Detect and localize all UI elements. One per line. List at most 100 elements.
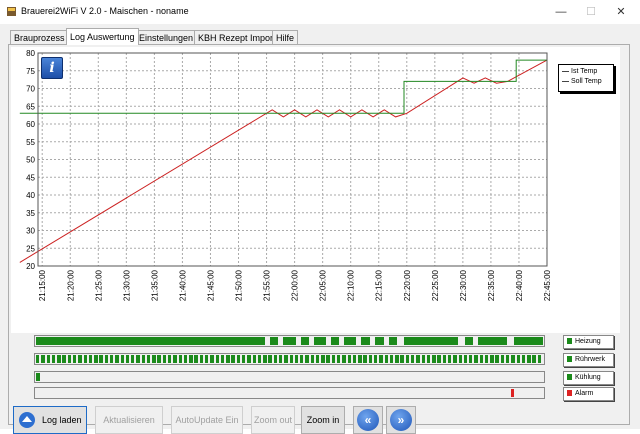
status-segment (389, 355, 394, 363)
soll-temp-line (19, 59, 547, 114)
x-tick-label: 21:35:00 (150, 269, 159, 301)
minimize-button[interactable]: — (555, 6, 567, 18)
app-icon (7, 7, 16, 16)
status-segment (474, 355, 478, 363)
status-segment (484, 355, 489, 363)
forward-button[interactable]: » (386, 406, 416, 434)
info-button[interactable]: i (41, 57, 63, 79)
zoom-in-button[interactable]: Zoom in (301, 406, 345, 434)
status-segment (36, 355, 40, 363)
y-tick-label: 80 (26, 49, 35, 58)
status-segment (463, 355, 468, 363)
y-tick-label: 55 (26, 138, 35, 147)
status-segment (300, 355, 304, 363)
status-segment (120, 355, 124, 363)
x-tick-label: 22:00:00 (291, 269, 300, 301)
status-segment (115, 355, 119, 363)
status-segment (36, 337, 266, 345)
alarm-indicator (567, 390, 572, 396)
tab-kbh-rezept-import[interactable]: KBH Rezept Import (194, 30, 280, 45)
log-laden-button[interactable]: Log laden (13, 406, 87, 434)
status-segment (403, 337, 458, 345)
close-button[interactable]: ✕ (616, 6, 626, 18)
status-segment (400, 355, 404, 363)
status-segment (88, 355, 93, 363)
status-segment (263, 355, 267, 363)
status-segment (62, 355, 66, 363)
aktualisieren-button[interactable]: Aktualisieren (95, 406, 163, 434)
autoupdate-button[interactable]: AutoUpdate Ein (171, 406, 243, 434)
status-segment (152, 355, 156, 363)
status-segment (437, 355, 441, 363)
legend-swatch (562, 80, 569, 82)
status-segment (231, 355, 235, 363)
status-segment (284, 355, 288, 363)
title-bar: Brauerei2WiFi V 2.0 - Maischen - noname … (0, 0, 640, 24)
status-segment (194, 355, 198, 363)
status-segment (516, 355, 521, 363)
status-segment (416, 355, 420, 363)
open-log-icon (19, 412, 35, 428)
status-segment (511, 389, 515, 397)
tab-brauprozess[interactable]: Brauprozess (10, 30, 69, 45)
y-tick-label: 65 (26, 102, 35, 111)
status-segment (458, 355, 462, 363)
status-segment (374, 355, 378, 363)
status-segment (51, 355, 56, 363)
tab-einstellungen[interactable]: Einstellungen (135, 30, 198, 45)
status-segment (270, 337, 279, 345)
status-segment (215, 355, 219, 363)
heizung-bar (34, 335, 545, 347)
status-segment (358, 355, 362, 363)
status-segment (388, 337, 397, 345)
status-segment (257, 355, 262, 363)
x-tick-label: 21:15:00 (38, 269, 47, 301)
status-segment (410, 355, 415, 363)
y-tick-label: 25 (26, 244, 35, 253)
status-segment (532, 355, 536, 363)
status-segment (326, 355, 330, 363)
status-segment (241, 355, 246, 363)
status-segment (268, 355, 272, 363)
tab-log-auswertung[interactable]: Log Auswertung (66, 28, 139, 45)
y-tick-labels: 20 25 30 35 40 45 50 55 60 65 70 75 80 (26, 49, 35, 271)
x-tick-label: 21:45:00 (206, 269, 215, 301)
status-segment (210, 355, 214, 363)
x-tick-label: 22:45:00 (543, 269, 552, 301)
ruehrwerk-status: Rührwerk (563, 353, 614, 367)
legend-item-soll: Soll Temp (562, 77, 602, 87)
status-segment (294, 355, 299, 363)
status-segment (46, 355, 50, 363)
status-segment (478, 337, 508, 345)
status-segment (506, 355, 510, 363)
plot-frame (37, 52, 548, 267)
x-tick-label: 22:35:00 (487, 269, 496, 301)
y-tick-label: 20 (26, 262, 35, 271)
status-segment (527, 355, 531, 363)
maximize-button[interactable]: ☐ (586, 6, 596, 18)
status-segment (157, 355, 161, 363)
x-tick-label: 22:20:00 (403, 269, 412, 301)
status-segment (513, 337, 543, 345)
status-segment (57, 355, 61, 363)
status-segment (41, 355, 45, 363)
x-tick-label: 22:05:00 (319, 269, 328, 301)
status-segment (500, 355, 505, 363)
status-segment (252, 355, 256, 363)
ruehrwerk-indicator (567, 356, 572, 362)
status-segment (278, 355, 283, 363)
back-button[interactable]: « (353, 406, 383, 434)
heizung-status: Heizung (563, 335, 614, 349)
status-segment (67, 355, 72, 363)
x-tick-label: 21:50:00 (235, 269, 244, 301)
zoom-out-button[interactable]: Zoom out (251, 406, 295, 434)
tab-hilfe[interactable]: Hilfe (272, 30, 299, 45)
status-segment (342, 355, 346, 363)
status-segment (247, 355, 251, 363)
status-segment (199, 355, 204, 363)
status-segment (469, 355, 473, 363)
x-tick-label: 22:40:00 (515, 269, 524, 301)
y-tick-label: 70 (26, 85, 35, 94)
status-segment (141, 355, 146, 363)
x-tick-labels: 21:15:00 21:20:00 21:25:00 21:30:00 21:35:00… (38, 269, 552, 301)
